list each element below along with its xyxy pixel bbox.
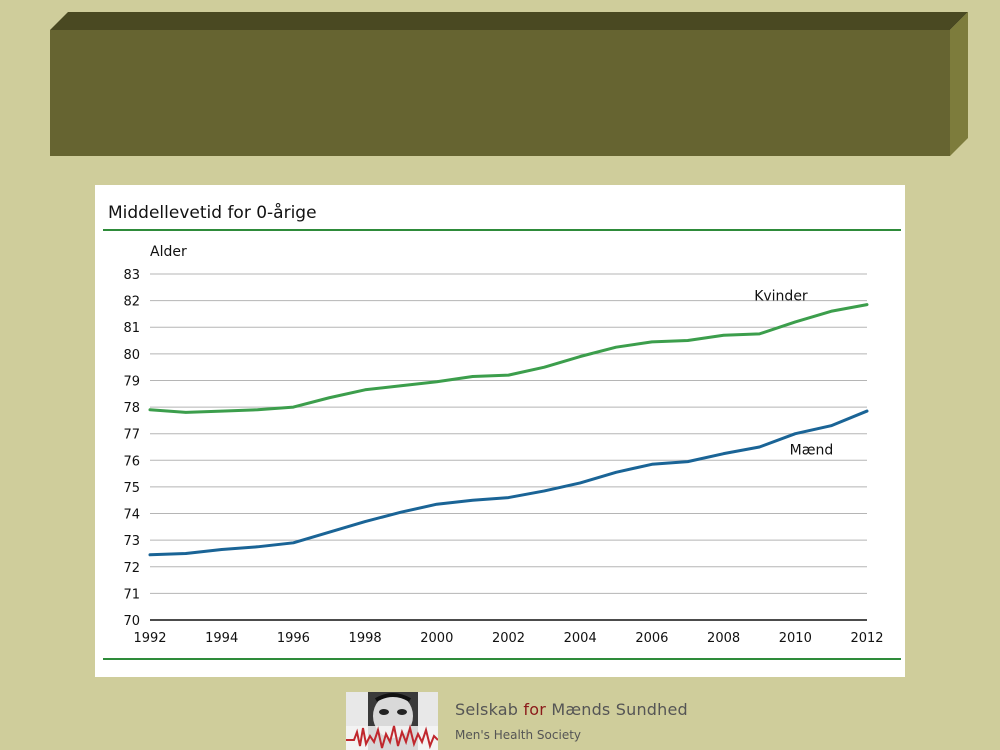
series-line-men — [148, 409, 869, 557]
data-point — [328, 530, 331, 534]
data-point — [399, 511, 403, 514]
data-point — [184, 552, 188, 555]
data-point — [292, 541, 295, 545]
data-point — [256, 545, 259, 549]
x-tick-label: 2004 — [564, 631, 597, 646]
data-point — [148, 408, 152, 411]
data-point — [148, 553, 152, 556]
y-tick-label: 82 — [123, 295, 140, 310]
data-point — [399, 384, 403, 387]
data-point — [650, 463, 654, 466]
y-tick-label: 83 — [123, 268, 140, 283]
footer-subtitle: Men's Health Society — [455, 728, 582, 742]
line-chart: 70 71 72 73 74 75 76 77 78 79 80 81 82 83 1992 1994 1996… — [123, 244, 883, 646]
data-point — [507, 373, 510, 377]
y-tick-label: 78 — [123, 401, 140, 416]
series-label-women: Kvinder — [754, 288, 808, 304]
data-point — [614, 471, 618, 474]
x-tick-label: 1992 — [133, 631, 166, 646]
y-tick-label: 71 — [123, 587, 140, 602]
banner-front-face — [50, 30, 950, 156]
data-point — [686, 460, 689, 463]
y-axis-label: Alder — [150, 244, 187, 260]
chart-title: Middellevetid for 0-årige — [108, 203, 317, 223]
x-tick-label: 2008 — [707, 631, 740, 646]
data-point — [435, 503, 438, 506]
data-point — [543, 365, 546, 369]
data-point — [435, 380, 438, 383]
data-point — [794, 432, 797, 435]
chart-card: Middellevetid for 0-årige 70 71 72 73 74 75 76… — [95, 185, 905, 677]
x-tick-label: 2000 — [420, 631, 453, 646]
data-point — [220, 548, 223, 551]
x-tick-label: 1998 — [349, 631, 382, 646]
brand-suffix: Mænds Sundhed — [546, 700, 688, 719]
chart-bottom-rule — [103, 658, 901, 660]
chart-top-rule — [103, 229, 901, 231]
data-point — [579, 481, 582, 485]
y-tick-label: 75 — [123, 481, 140, 496]
y-tick-label: 80 — [123, 348, 140, 363]
x-tick-label: 1994 — [205, 631, 238, 646]
data-point — [363, 388, 367, 391]
x-tick-label: 2002 — [492, 631, 525, 646]
brand-prefix: Selskab — [455, 700, 524, 719]
data-point — [471, 499, 474, 502]
data-point — [543, 489, 546, 493]
series-line-women — [148, 303, 869, 414]
y-tick-label: 74 — [123, 508, 140, 523]
data-point — [829, 310, 833, 313]
data-point — [614, 345, 618, 349]
data-point — [758, 332, 761, 336]
data-point — [794, 320, 797, 324]
data-point — [650, 340, 654, 344]
x-tick-label: 2012 — [850, 631, 883, 646]
y-tick-label: 76 — [123, 454, 140, 469]
data-point — [829, 424, 833, 427]
brand-for: for — [523, 700, 547, 719]
face-ecg-logo-icon — [346, 692, 438, 750]
x-tick-label: 2010 — [779, 631, 812, 646]
y-tick-label: 81 — [123, 321, 140, 336]
data-point — [686, 339, 689, 342]
x-tick-label: 2006 — [635, 631, 668, 646]
data-point — [865, 409, 869, 413]
x-tick-label: 1996 — [277, 631, 310, 646]
data-point — [184, 411, 188, 414]
data-point — [256, 408, 259, 411]
data-point — [865, 303, 869, 306]
footer-brand-name: Selskab for Mænds Sundhed — [455, 700, 688, 719]
data-point — [758, 445, 761, 449]
y-tick-label: 73 — [123, 534, 140, 549]
banner-top-face — [50, 12, 968, 30]
data-point — [722, 452, 725, 455]
data-point — [722, 334, 725, 337]
data-point — [471, 375, 474, 378]
y-tick-label: 72 — [123, 561, 140, 576]
y-tick-label: 70 — [123, 614, 140, 629]
data-point — [220, 409, 223, 413]
data-point — [363, 520, 367, 523]
data-point — [328, 396, 331, 399]
y-tick-label: 79 — [123, 374, 140, 389]
data-point — [292, 405, 295, 409]
series-label-men: Mænd — [790, 443, 834, 459]
y-tick-label: 77 — [123, 428, 140, 443]
banner-side-face — [950, 12, 968, 156]
data-point — [507, 496, 510, 499]
data-point — [579, 355, 582, 358]
title-banner — [50, 12, 968, 156]
